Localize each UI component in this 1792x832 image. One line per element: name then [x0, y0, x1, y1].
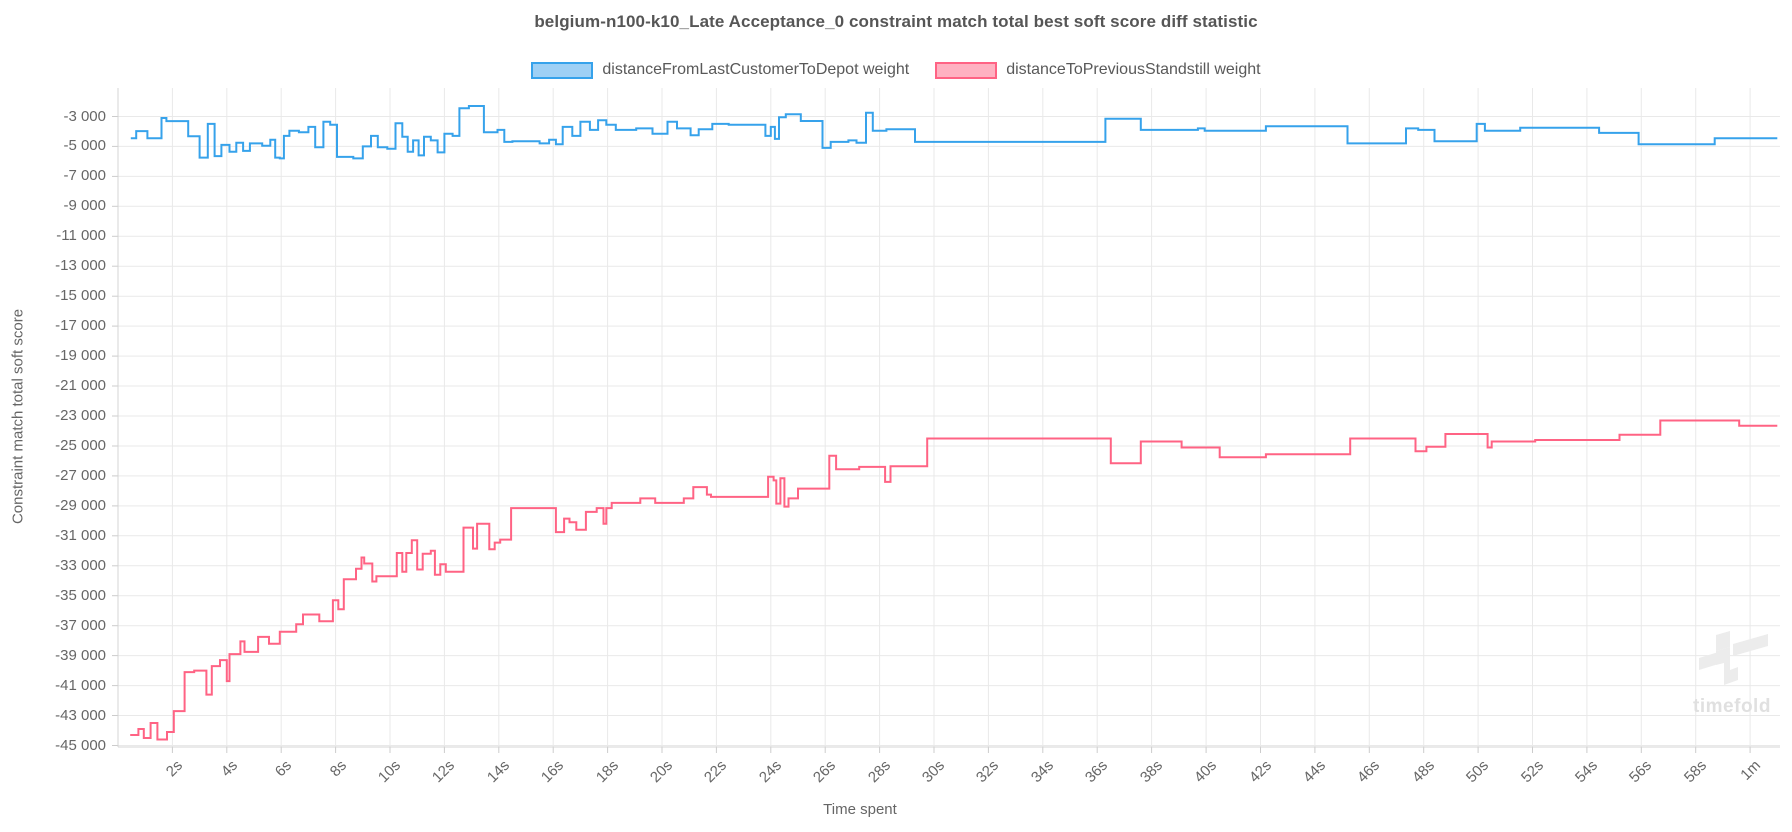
series-line-blue	[130, 105, 1778, 160]
y-tick-label: -5 000	[63, 137, 106, 155]
y-tick-label: -19 000	[55, 347, 106, 365]
y-tick-label: -31 000	[55, 526, 106, 544]
y-tick-label: -13 000	[55, 257, 106, 275]
legend-item-pink[interactable]: distanceToPreviousStandstill weight	[935, 61, 1261, 79]
y-tick-label: -7 000	[63, 167, 106, 185]
watermark-text: timefold	[1693, 696, 1771, 717]
y-tick-label: -39 000	[55, 646, 106, 664]
legend-item-blue[interactable]: distanceFromLastCustomerToDepot weight	[531, 61, 909, 79]
legend-swatch-blue-icon	[531, 61, 594, 79]
legend-label-pink: distanceToPreviousStandstill weight	[1006, 61, 1261, 78]
y-tick-label: -41 000	[55, 676, 106, 694]
y-tick-label: -15 000	[55, 287, 106, 305]
y-tick-label: -21 000	[55, 377, 106, 394]
y-tick-label: -37 000	[55, 616, 106, 634]
y-tick-label: -17 000	[55, 317, 106, 335]
y-tick-label: -33 000	[55, 556, 106, 574]
legend: distanceFromLastCustomerToDepot weight d…	[0, 58, 1792, 82]
watermark: timefold	[1690, 630, 1774, 718]
y-tick-label: -43 000	[55, 706, 106, 724]
y-tick-label: -35 000	[55, 586, 106, 604]
y-tick-label: -29 000	[55, 496, 106, 514]
timefold-logo-icon	[1699, 631, 1768, 685]
y-tick-label: -23 000	[55, 407, 106, 424]
legend-label-blue: distanceFromLastCustomerToDepot weight	[602, 61, 910, 78]
y-tick-label: -25 000	[55, 437, 106, 454]
y-axis-title: Constraint match total soft score	[9, 308, 27, 525]
chart-title: belgium-n100-k10_Late Acceptance_0 const…	[534, 12, 1258, 31]
series-line-pink	[130, 419, 1778, 741]
y-tick-label: -11 000	[56, 227, 106, 245]
y-tick-label: -9 000	[63, 197, 106, 215]
legend-swatch-pink-icon	[935, 61, 998, 79]
y-tick-label: -3 000	[63, 107, 106, 125]
x-axis-title: Time spent	[823, 801, 897, 818]
y-tick-label: -45 000	[55, 736, 106, 754]
y-tick-label: -27 000	[55, 466, 106, 484]
